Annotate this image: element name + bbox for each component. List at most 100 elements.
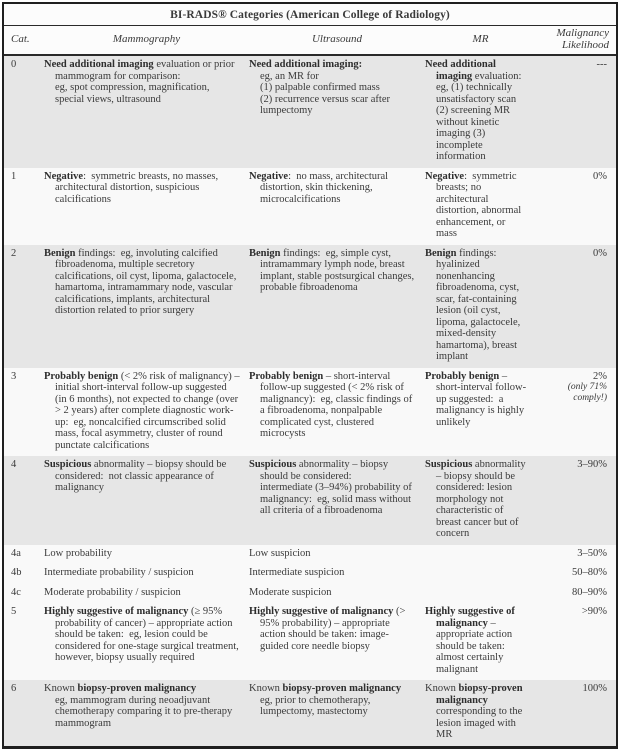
bold-text-segment: Probably benign [249, 370, 324, 382]
mammography-cell: Known biopsy-proven malignancy eg, mammo… [44, 683, 249, 741]
bold-text-segment: Benign [44, 247, 76, 259]
col-header-mr: MR [472, 32, 489, 45]
text-segment: Moderate suspicion [249, 586, 332, 598]
bold-text-segment: Suspicious [249, 459, 297, 470]
ultrasound-cell: Intermediate suspicion [249, 567, 425, 579]
bold-text-segment: biopsy-proven malignancy [77, 683, 197, 694]
text-segment: : symmetric breasts, no masses, architec… [55, 170, 221, 205]
mr-cell: Benign findings: hyalinized nonenhancing… [425, 248, 536, 363]
table-row: 2 Benign findings: eg, involuting calcif… [4, 244, 616, 368]
likelihood-value: --- [596, 59, 608, 70]
ultrasound-cell: Need additional imaging: eg, an MR for (… [249, 59, 425, 163]
table-row: 4c Moderate probability / suspicion Mode… [4, 583, 616, 603]
likelihood-header-line2: Likelihood [561, 38, 609, 51]
text-segment: Low suspicion [249, 547, 311, 559]
bold-text-segment: Suspicious [425, 459, 473, 470]
text-segment: eg, an MR for (1) palpable confirmed mas… [260, 70, 390, 116]
likelihood-cell: >90% [536, 606, 616, 675]
text-segment: Intermediate probability / suspicion [44, 567, 194, 578]
bold-text-segment: Need additional imaging: [249, 59, 363, 70]
likelihood-cell: 3–90% [536, 459, 616, 540]
mammography-cell: Suspicious abnormality – biopsy should b… [44, 459, 249, 540]
likelihood-value: 100% [582, 683, 608, 694]
mr-cell: Suspicious abnormality – biopsy should b… [425, 459, 536, 540]
category-cell: 6 [11, 683, 17, 694]
bold-text-segment: Negative [44, 170, 84, 182]
bold-text-segment: Highly suggestive of malignancy [425, 606, 518, 629]
mr-cell: Negative: symmetric breasts; no architec… [425, 171, 536, 240]
text-segment: evaluation or prior mammogram for compar… [55, 59, 235, 105]
category-cell: 1 [11, 170, 17, 182]
col-header-cat: Cat. [11, 32, 30, 45]
category-cell: 5 [11, 606, 17, 617]
mammography-cell: Need additional imaging evaluation or pr… [44, 59, 249, 163]
bold-text-segment: Negative [249, 170, 289, 182]
text-segment: Known [249, 683, 283, 694]
ultrasound-cell: Highly suggestive of malignancy (> 95% p… [249, 606, 425, 675]
ultrasound-cell: Known biopsy-proven malignancy eg, prior… [249, 683, 425, 741]
ultrasound-cell: Moderate suspicion [249, 587, 425, 599]
mammography-cell: Intermediate probability / suspicion [44, 567, 249, 579]
mr-cell: Probably benign – short-interval follow-… [425, 371, 536, 452]
mammography-cell: Low probability [44, 548, 249, 560]
bold-text-segment: Suspicious [44, 459, 92, 470]
table-row: 3 Probably benign (< 2% risk of malignan… [4, 367, 616, 456]
col-header-ultrasound: Ultrasound [311, 32, 363, 45]
category-cell: 0 [11, 59, 17, 70]
likelihood-value: 0% [593, 170, 607, 182]
text-segment: : symmetric breasts; no architectural di… [436, 170, 524, 240]
mr-cell: Known biopsy-proven malignancy correspon… [425, 683, 536, 741]
category-cell: 4b [11, 567, 22, 578]
likelihood-value: 3–50% [577, 547, 607, 559]
ultrasound-cell: Negative: no mass, architectural distort… [249, 171, 425, 240]
text-segment: Moderate probability / suspicion [44, 586, 181, 598]
ultrasound-cell: Low suspicion [249, 548, 425, 560]
ultrasound-cell: Probably benign – short-interval follow-… [249, 371, 425, 452]
col-header-mammography: Mammography [112, 32, 181, 45]
table-row: 4a Low probability Low suspicion 3–50% [4, 544, 616, 564]
category-cell: 2 [11, 247, 17, 259]
likelihood-cell: 0% [536, 171, 616, 240]
mammography-cell: Probably benign (< 2% risk of malignancy… [44, 371, 249, 452]
mr-cell [425, 548, 536, 560]
likelihood-value: 0% [593, 247, 607, 259]
bold-text-segment: Probably benign [425, 370, 500, 382]
likelihood-cell: 80–90% [536, 587, 616, 599]
bold-text-segment: Need additional imaging [425, 59, 499, 82]
mammography-cell: Benign findings: eg, involuting calcifie… [44, 248, 249, 363]
likelihood-cell: 0% [536, 248, 616, 363]
likelihood-cell: 50–80% [536, 567, 616, 579]
text-segment: Known [425, 683, 459, 694]
mr-cell: Need additional imaging evaluation: eg, … [425, 59, 536, 163]
text-segment: abnormality – biopsy should be considere… [260, 459, 412, 516]
text-segment: abnormality – biopsy should be considere… [436, 459, 529, 539]
likelihood-cell: --- [536, 59, 616, 163]
category-cell: 4a [11, 547, 21, 559]
likelihood-note: (only 71% comply!) [567, 382, 607, 403]
text-segment: – short-interval follow-up suggested (< … [260, 370, 415, 440]
text-segment: Intermediate suspicion [249, 567, 345, 578]
category-cell: 4 [11, 459, 17, 470]
likelihood-value: 3–90% [577, 459, 607, 470]
text-segment: Known [44, 683, 78, 694]
likelihood-header-line1: Malignancy [556, 27, 609, 39]
bold-text-segment: Benign [249, 247, 281, 259]
table-row: 1 Negative: symmetric breasts, no masses… [4, 167, 616, 245]
mammography-cell: Highly suggestive of malignancy (≥ 95% p… [44, 606, 249, 675]
category-cell: 4c [11, 586, 21, 598]
ultrasound-cell: Suspicious abnormality – biopsy should b… [249, 459, 425, 540]
table-body: 0 Need additional imaging evaluation or … [4, 56, 616, 746]
text-segment: : no mass, architectural distortion, ski… [260, 170, 391, 205]
likelihood-cell: 100% [536, 683, 616, 741]
table-row: 6 Known biopsy-proven malignancy eg, mam… [4, 680, 616, 746]
text-segment: eg, prior to chemotherapy, lumpectomy, m… [260, 694, 371, 717]
bold-text-segment: Highly suggestive of malignancy [44, 606, 189, 617]
bold-text-segment: Negative [425, 170, 465, 182]
bold-text-segment: biopsy-proven malignancy [282, 683, 402, 694]
text-segment: findings: eg, involuting calcified fibro… [55, 247, 239, 317]
mr-cell [425, 567, 536, 579]
text-segment: evaluation: eg, (1) technically unsatisf… [436, 70, 527, 163]
text-segment: eg, mammogram during neoadjuvant chemoth… [55, 694, 233, 729]
